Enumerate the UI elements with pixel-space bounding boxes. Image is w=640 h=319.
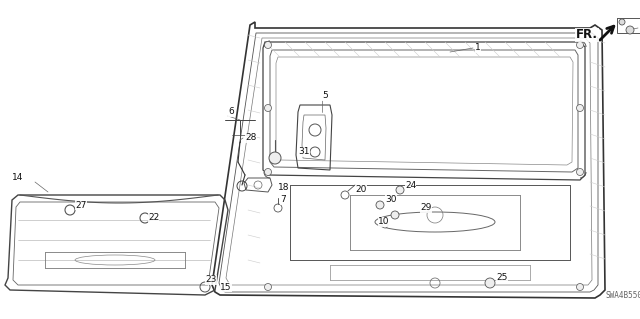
Text: 15: 15 — [220, 283, 232, 292]
Text: 6: 6 — [228, 108, 234, 116]
Circle shape — [619, 19, 625, 25]
Text: 23: 23 — [205, 276, 216, 285]
Text: 31: 31 — [298, 147, 310, 157]
Text: 25: 25 — [496, 273, 508, 283]
Text: 28: 28 — [245, 133, 257, 143]
Text: 22: 22 — [148, 213, 159, 222]
Text: 27: 27 — [75, 201, 86, 210]
Circle shape — [396, 186, 404, 194]
Text: 14: 14 — [12, 174, 24, 182]
Text: 24: 24 — [405, 181, 416, 189]
Circle shape — [269, 152, 281, 164]
Text: 10: 10 — [378, 218, 390, 226]
Circle shape — [577, 41, 584, 48]
Circle shape — [264, 168, 271, 175]
Text: 30: 30 — [385, 196, 397, 204]
Circle shape — [376, 201, 384, 209]
Text: 20: 20 — [355, 186, 366, 195]
Text: 5: 5 — [322, 92, 328, 100]
Circle shape — [264, 41, 271, 48]
Text: 18: 18 — [278, 183, 289, 192]
Text: FR.: FR. — [576, 28, 598, 41]
Text: 7: 7 — [280, 196, 285, 204]
Text: SWA4B5500: SWA4B5500 — [605, 291, 640, 300]
Circle shape — [264, 284, 271, 291]
Text: 1: 1 — [475, 43, 481, 53]
Circle shape — [264, 105, 271, 112]
Circle shape — [577, 168, 584, 175]
Circle shape — [485, 278, 495, 288]
Circle shape — [382, 222, 388, 228]
Circle shape — [577, 105, 584, 112]
Circle shape — [391, 211, 399, 219]
Circle shape — [577, 284, 584, 291]
Text: 29: 29 — [420, 204, 431, 212]
Circle shape — [626, 26, 634, 34]
